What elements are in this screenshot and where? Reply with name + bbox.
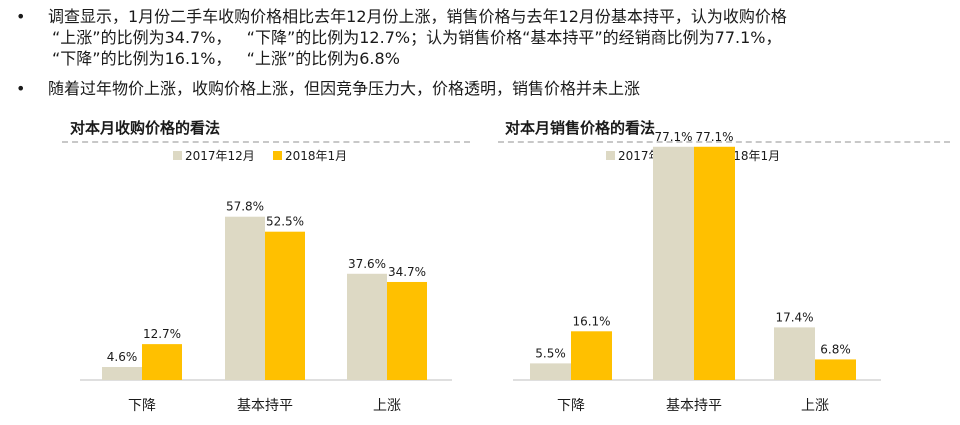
data-label: 17.4% — [775, 310, 813, 324]
x-tick-label: 下降 — [128, 398, 156, 414]
chart-1-divider — [62, 141, 470, 143]
bullet-2-line-1: 随着过年物价上涨，收购价格上涨，但因竞争压力大，价格透明，销售价格并未上涨 — [48, 79, 641, 98]
bullet-1-line-3: “下降”的比例为16.1%， “上涨”的比例为6.8% — [52, 49, 400, 68]
data-label: 77.1% — [654, 130, 692, 144]
data-label: 34.7% — [388, 265, 426, 279]
bar — [142, 344, 182, 380]
data-label: 4.6% — [107, 350, 138, 364]
bullet-1-line-1: 调查显示，1月份二手车收购价格相比去年12月份上涨，销售价格与去年12月份基本持… — [48, 7, 787, 26]
data-label: 37.6% — [348, 257, 386, 271]
bar — [774, 327, 815, 380]
x-tick-label: 下降 — [557, 398, 585, 414]
legend-swatch — [173, 151, 182, 160]
x-tick-label: 上涨 — [373, 398, 401, 414]
data-label: 16.1% — [572, 314, 610, 328]
bar — [387, 281, 427, 380]
bar — [530, 363, 571, 380]
data-label: 12.7% — [143, 327, 181, 341]
bar — [815, 359, 856, 380]
chart-2-divider — [498, 141, 950, 143]
x-tick-label: 上涨 — [801, 398, 829, 414]
data-label: 57.8% — [226, 200, 264, 214]
data-label: 6.8% — [820, 342, 851, 356]
bar — [265, 231, 305, 380]
bullet-dot: • — [16, 7, 26, 26]
bar — [225, 216, 265, 380]
x-tick-label: 基本持平 — [666, 397, 722, 414]
bar — [102, 367, 142, 380]
data-label: 77.1% — [695, 130, 733, 144]
data-label: 52.5% — [266, 215, 304, 229]
chart-1-title: 对本月收购价格的看法 — [70, 119, 221, 137]
chart-2-title: 对本月销售价格的看法 — [505, 119, 656, 137]
x-tick-label: 基本持平 — [237, 397, 293, 414]
legend-label: 2018年1月 — [285, 149, 347, 163]
legend-label: 2017年12月 — [185, 149, 255, 163]
bar — [571, 331, 612, 380]
legend-swatch — [273, 151, 282, 160]
bar — [694, 146, 735, 380]
bar — [347, 273, 387, 380]
bar — [653, 146, 694, 380]
bullet-1-line-2: “上涨”的比例为34.7%， “下降”的比例为12.7%；认为销售价格“基本持平… — [52, 28, 782, 47]
bullet-dot: • — [16, 79, 26, 98]
legend-swatch — [606, 151, 615, 160]
data-label: 5.5% — [535, 346, 566, 360]
